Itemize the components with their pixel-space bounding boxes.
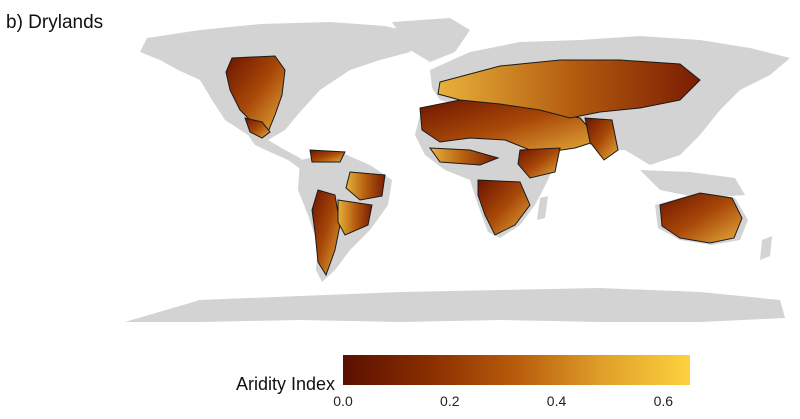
dryland-mexico: [244, 117, 271, 139]
legend-tick-label: 0.2: [440, 393, 460, 409]
legend-tick-label: 0.6: [653, 393, 674, 409]
legend-title: Aridity Index: [236, 374, 336, 394]
dryland-venezuela: [309, 149, 346, 163]
legend-tick: [663, 385, 665, 391]
central-america: [248, 135, 310, 170]
panel-label: b) Drylands: [6, 12, 104, 33]
greenland: [392, 18, 470, 62]
legend-tick-label: 0.4: [546, 393, 567, 409]
dryland-india: [584, 117, 619, 161]
dryland-central-asia: [437, 59, 701, 119]
new-zealand: [760, 236, 772, 260]
legend-tick: [449, 385, 451, 391]
land-layer: [125, 18, 790, 322]
legend-color-bar: [343, 355, 690, 385]
legend-tick: [343, 385, 344, 391]
dryland-argentina: [337, 199, 373, 236]
madagascar: [537, 196, 548, 220]
dryland-australia: [659, 192, 743, 244]
southeast-asia: [640, 170, 745, 198]
legend-tick-label: 0.0: [333, 393, 353, 409]
legend-tick: [556, 385, 558, 391]
dryland-andes-patagonia: [311, 189, 341, 277]
drylands-layer: [225, 55, 743, 277]
dryland-southern-africa: [477, 179, 531, 236]
antarctica: [125, 288, 785, 322]
dryland-sahel: [428, 147, 500, 166]
dryland-northeast-brazil: [345, 171, 386, 201]
dryland-horn-of-africa: [517, 147, 561, 179]
